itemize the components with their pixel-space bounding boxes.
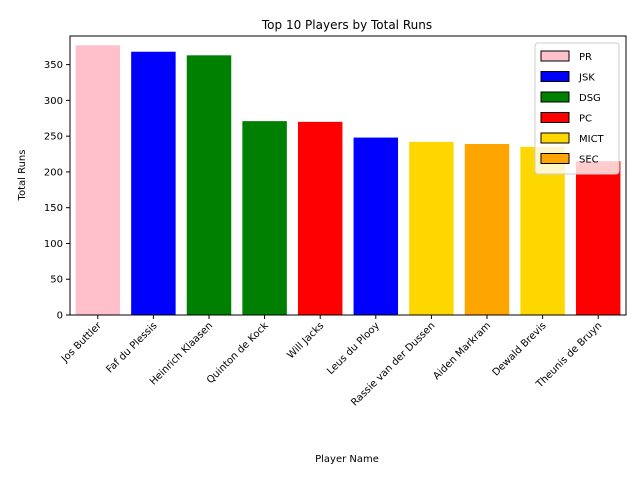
x-tick-label: Jos Buttler <box>59 320 105 366</box>
x-tick-label: Quinton de Kock <box>205 320 271 386</box>
y-tick-label: 50 <box>50 275 63 286</box>
legend-swatch <box>540 112 570 123</box>
legend-label: DSG <box>579 93 601 104</box>
bar-6 <box>409 141 454 315</box>
chart-title: Top 10 Players by Total Runs <box>261 18 432 32</box>
y-tick-label: 300 <box>44 96 63 107</box>
legend-swatch <box>540 132 570 144</box>
x-tick-label: Leus du Plooy <box>325 320 382 377</box>
legend-label: MICT <box>579 134 605 145</box>
legend-label: JSK <box>578 73 595 84</box>
y-axis-label: Total Runs <box>17 150 28 202</box>
bar-3 <box>242 121 287 315</box>
y-tick-label: 0 <box>57 311 63 322</box>
legend-label: PC <box>579 114 592 125</box>
y-tick-label: 250 <box>44 132 63 143</box>
bar-0 <box>75 45 121 316</box>
bar-4 <box>297 121 343 315</box>
x-tick-label: Will Jacks <box>285 320 326 361</box>
plot-area-frame <box>69 35 627 316</box>
legend-swatch <box>540 71 570 82</box>
y-tick-label: 100 <box>44 239 63 250</box>
y-tick-label: 200 <box>44 167 63 178</box>
bar-1 <box>131 51 176 316</box>
legend-swatch <box>540 153 570 164</box>
bar-2 <box>186 55 232 315</box>
y-tick-label: 350 <box>44 60 63 71</box>
y-axis-ticks: 0 50 100 150 200 250 300 350 <box>44 60 70 322</box>
legend-label: SEC <box>579 155 599 166</box>
bar-7 <box>464 144 510 315</box>
x-tick-label: Dewald Brevis <box>491 320 549 378</box>
x-tick-label: Faf du Plessis <box>104 320 159 375</box>
bars-group <box>75 45 621 316</box>
bar-5 <box>353 137 399 315</box>
legend-swatch <box>540 50 570 62</box>
legend-label: PR <box>579 52 592 63</box>
x-axis-label: Player Name <box>315 454 379 465</box>
legend-swatch <box>540 91 570 103</box>
bar-9 <box>575 161 621 315</box>
x-tick-label: Aiden Markram <box>431 320 493 382</box>
legend: PR JSK DSG PC MICT SEC <box>534 42 620 175</box>
bar-8 <box>520 146 565 315</box>
y-tick-label: 150 <box>44 203 63 214</box>
